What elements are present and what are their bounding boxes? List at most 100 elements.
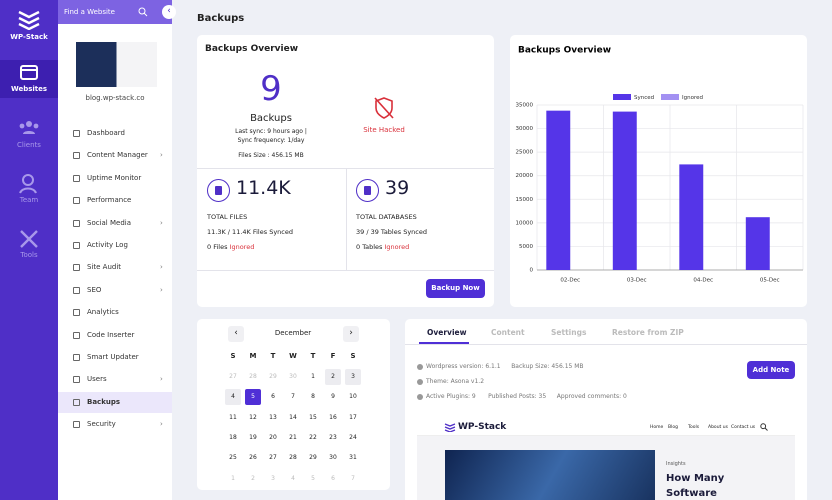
calendar-day[interactable]: 26 — [249, 454, 257, 461]
calendar-day[interactable]: 24 — [349, 434, 357, 441]
tab[interactable]: Overview — [427, 328, 467, 337]
calendar-day[interactable]: 19 — [249, 434, 257, 441]
menu-icon[interactable] — [73, 174, 80, 182]
submenu-arrow[interactable]: › — [160, 285, 163, 294]
calendar-day[interactable]: 21 — [289, 434, 297, 441]
submenu-arrow[interactable]: › — [160, 375, 163, 384]
submenu-arrow[interactable]: › — [160, 218, 163, 227]
submenu-arrow[interactable]: › — [160, 420, 163, 429]
next-month[interactable]: › — [343, 326, 359, 342]
calendar-day[interactable]: 12 — [249, 414, 257, 421]
rail-item[interactable]: Websites — [0, 60, 58, 98]
rail-icon[interactable] — [18, 228, 40, 250]
tab[interactable]: Settings — [551, 328, 587, 337]
rail-item[interactable]: Tools — [0, 226, 58, 264]
calendar-day[interactable]: 9 — [331, 393, 335, 400]
calendar-day[interactable]: 29 — [269, 373, 277, 380]
calendar-day[interactable]: 5 — [245, 389, 261, 405]
calendar-day[interactable]: 8 — [311, 393, 315, 400]
calendar-day[interactable]: 3 — [345, 369, 361, 385]
calendar-day[interactable]: 7 — [291, 393, 295, 400]
calendar-day[interactable]: 30 — [289, 373, 297, 380]
submenu-arrow[interactable]: › — [160, 263, 163, 272]
menu-item[interactable]: Backups — [58, 391, 172, 413]
rail-item[interactable]: Clients — [0, 116, 58, 154]
menu-item[interactable]: Smart Updater — [58, 347, 172, 368]
menu-item[interactable]: Analytics — [58, 302, 172, 323]
rail-icon[interactable] — [18, 173, 40, 195]
site-url[interactable]: blog.wp-stack.co — [85, 94, 145, 102]
menu-item[interactable]: Security › — [58, 414, 172, 435]
calendar-day[interactable]: 31 — [349, 454, 357, 461]
calendar-day[interactable]: 23 — [329, 434, 337, 441]
calendar-day[interactable]: 13 — [269, 414, 277, 421]
search-icon[interactable] — [138, 7, 148, 17]
calendar-day[interactable]: 1 — [231, 475, 235, 482]
menu-icon[interactable] — [73, 264, 80, 272]
menu-item[interactable]: Uptime Monitor — [58, 168, 172, 189]
menu-label[interactable]: Analytics — [87, 308, 119, 317]
rail-icon[interactable] — [18, 62, 40, 84]
site-thumbnail[interactable] — [76, 42, 157, 87]
menu-item[interactable]: Code Inserter — [58, 325, 172, 346]
menu-item[interactable]: Activity Log — [58, 235, 172, 256]
menu-icon[interactable] — [73, 398, 80, 406]
prev-month[interactable]: ‹ — [228, 326, 244, 342]
menu-icon[interactable] — [73, 130, 80, 137]
calendar-day[interactable]: 5 — [311, 475, 315, 482]
menu-icon[interactable] — [73, 286, 80, 294]
calendar-day[interactable]: 4 — [225, 389, 241, 405]
search-bar[interactable] — [58, 0, 172, 24]
menu-label[interactable]: Social Media — [87, 218, 132, 227]
calendar-day[interactable]: 2 — [325, 369, 341, 385]
rail-label[interactable]: Clients — [17, 141, 41, 149]
menu-label[interactable]: Users — [87, 375, 107, 384]
menu-label[interactable]: Uptime Monitor — [87, 173, 142, 182]
menu-item[interactable]: Social Media › — [58, 213, 172, 234]
menu-icon[interactable] — [73, 309, 80, 317]
calendar-day[interactable]: 27 — [229, 373, 237, 380]
calendar-day[interactable]: 28 — [249, 373, 257, 380]
menu-item[interactable]: SEO › — [58, 280, 172, 301]
calendar-day[interactable]: 11 — [229, 414, 237, 421]
menu-item[interactable]: Users › — [58, 369, 172, 390]
menu-item[interactable]: Content Manager › — [58, 145, 172, 166]
search-placeholder[interactable]: Find a Website — [64, 8, 115, 16]
menu-icon[interactable] — [73, 197, 80, 205]
menu-label[interactable]: Security — [87, 420, 116, 429]
rail-label[interactable]: Tools — [20, 251, 38, 259]
menu-icon[interactable] — [73, 376, 80, 384]
calendar-day[interactable]: 17 — [349, 414, 357, 421]
calendar-day[interactable]: 16 — [329, 414, 337, 421]
calendar-day[interactable]: 18 — [229, 434, 237, 441]
menu-label[interactable]: Backups — [87, 397, 121, 406]
menu-label[interactable]: Code Inserter — [87, 330, 135, 339]
add-note-button[interactable]: Add Note — [747, 361, 795, 379]
rail-label[interactable]: Websites — [10, 85, 48, 93]
menu-icon[interactable] — [73, 242, 80, 249]
submenu-arrow[interactable]: › — [160, 151, 163, 160]
menu-label[interactable]: Dashboard — [87, 129, 125, 137]
calendar-day[interactable]: 20 — [269, 434, 277, 441]
calendar-day[interactable]: 14 — [289, 414, 297, 421]
menu-item[interactable]: Performance — [58, 190, 172, 211]
calendar-day[interactable]: 27 — [269, 454, 277, 461]
tab[interactable]: Content — [491, 328, 525, 337]
calendar-day[interactable]: 22 — [309, 434, 317, 441]
menu-icon[interactable] — [73, 331, 80, 339]
tab[interactable]: Restore from ZIP — [612, 328, 684, 337]
calendar-day[interactable]: 4 — [291, 475, 295, 482]
calendar-day[interactable]: 1 — [311, 373, 315, 380]
menu-label[interactable]: Activity Log — [87, 241, 128, 249]
menu-item[interactable]: Site Audit › — [58, 257, 172, 278]
rail-item[interactable]: Team — [0, 171, 58, 209]
calendar-day[interactable]: 10 — [349, 393, 357, 400]
calendar-day[interactable]: 7 — [351, 475, 355, 482]
calendar-day[interactable]: 15 — [309, 414, 317, 421]
menu-icon[interactable] — [73, 354, 80, 361]
calendar-day[interactable]: 6 — [331, 475, 335, 482]
menu-icon[interactable] — [73, 152, 80, 160]
menu-label[interactable]: Content Manager — [87, 151, 148, 160]
calendar-day[interactable]: 28 — [289, 454, 297, 461]
rail-icon[interactable] — [18, 118, 40, 140]
